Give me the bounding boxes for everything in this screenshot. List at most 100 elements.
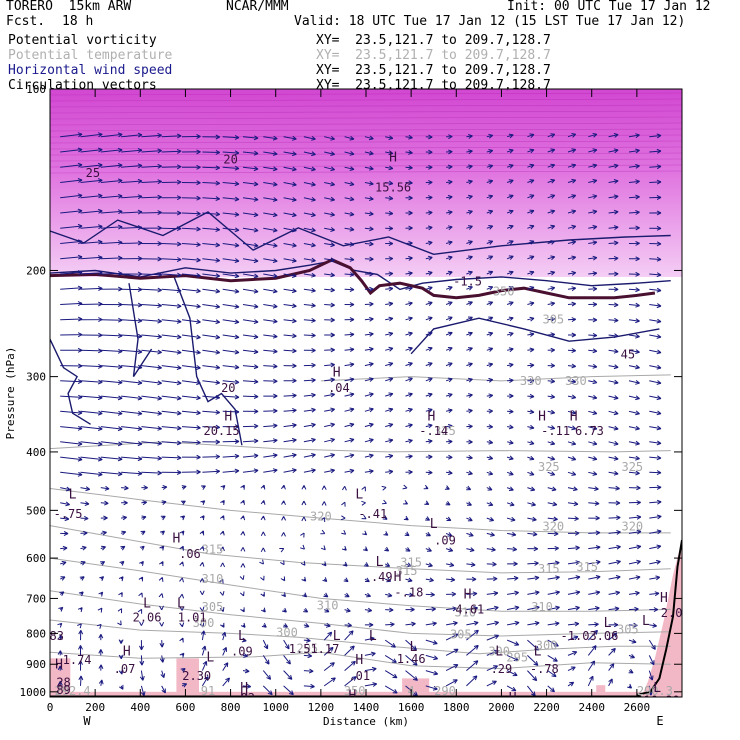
circulation-vector: [405, 670, 418, 681]
circulation-vector: [445, 377, 453, 383]
circulation-vector: [161, 226, 182, 232]
circulation-vector: [382, 499, 387, 505]
theta-contour-label: 300: [276, 626, 298, 640]
circulation-vector: [588, 240, 598, 246]
circulation-vector: [200, 500, 206, 505]
circulation-vector: [608, 255, 619, 261]
circulation-vector: [445, 516, 452, 521]
circulation-vector: [324, 287, 335, 293]
circulation-vector: [608, 179, 619, 184]
circulation-vector: [100, 530, 107, 536]
circulation-vector: [119, 684, 124, 690]
theta-contour-label: 300: [193, 616, 215, 630]
circulation-vector: [649, 559, 661, 565]
circulation-vector: [628, 302, 640, 308]
circulation-vector: [527, 486, 536, 492]
circulation-vector: [222, 349, 240, 355]
circulation-vector: [608, 485, 620, 491]
circulation-vector: [80, 561, 86, 566]
circulation-vector: [240, 563, 246, 568]
circulation-vector: [222, 468, 240, 474]
circulation-vector: [263, 273, 278, 279]
circulation-vector: [364, 682, 378, 687]
pv-contour: [50, 338, 91, 425]
circulation-vector: [141, 470, 162, 476]
circulation-vector: [364, 666, 377, 672]
jet-isotach: [50, 146, 682, 150]
circulation-vector: [263, 438, 278, 444]
jet-isotach: [50, 128, 682, 132]
circulation-vector: [121, 287, 143, 293]
circulation-vector: [486, 634, 500, 641]
circulation-vector: [547, 394, 556, 399]
circulation-vector: [340, 515, 346, 521]
circulation-vector: [405, 639, 417, 651]
circulation-vector: [100, 224, 123, 230]
circulation-vector: [141, 148, 162, 154]
circulation-vector: [527, 286, 535, 291]
circulation-vector: [608, 544, 621, 550]
circulation-vector: [324, 317, 335, 323]
circulation-vector: [405, 301, 413, 307]
circulation-vector: [527, 605, 540, 611]
circulation-vector: [283, 197, 297, 202]
circulation-vector: [121, 426, 143, 431]
circulation-vector: [588, 545, 601, 550]
circulation-vector: [141, 500, 148, 506]
circulation-vector: [60, 410, 83, 416]
circulation-vector: [240, 499, 245, 505]
circulation-vector: [220, 499, 225, 505]
circulation-vector: [567, 378, 577, 384]
circulation-vector: [608, 133, 619, 138]
circulation-vector: [486, 424, 494, 430]
pv-extremum-marker: L: [430, 517, 438, 532]
circulation-vector: [303, 637, 311, 643]
circulation-vector: [263, 348, 278, 354]
circulation-vector: [323, 662, 335, 671]
y-tick-label: 200: [26, 264, 46, 277]
circulation-vector: [507, 393, 514, 399]
circulation-vector: [628, 210, 640, 215]
circulation-vector: [158, 593, 164, 599]
circulation-vector: [486, 649, 499, 656]
circulation-vector: [121, 441, 143, 447]
circulation-vector: [547, 440, 556, 446]
circulation-vector: [77, 623, 82, 629]
circulation-vector: [181, 349, 201, 355]
circulation-vector: [202, 394, 221, 400]
circulation-vector: [608, 379, 619, 385]
circulation-vector: [507, 378, 514, 384]
circulation-vector: [202, 227, 221, 232]
circulation-vector: [161, 148, 182, 154]
pv-extremum-marker: L: [177, 597, 185, 612]
circulation-vector: [608, 647, 616, 656]
circulation-vector: [567, 194, 577, 199]
circulation-vector: [486, 516, 495, 522]
circulation-vector: [341, 529, 347, 535]
circulation-vector: [240, 531, 246, 536]
circulation-vector: [242, 288, 259, 294]
circulation-vector: [280, 560, 285, 566]
circulation-vector: [60, 223, 83, 229]
theta-contour-label: 315: [396, 564, 418, 578]
circulation-vector: [507, 590, 519, 596]
circulation-vector: [181, 334, 201, 340]
circulation-vector: [361, 486, 366, 492]
circulation-vector: [141, 364, 162, 370]
theta-contour-label: 325: [538, 460, 560, 474]
field-pv-name: Potential vorticity: [8, 33, 157, 48]
low-wind-fill: [596, 685, 606, 697]
circulation-vector: [364, 135, 374, 141]
circulation-vector: [324, 377, 335, 383]
circulation-vector: [588, 332, 598, 338]
circulation-vector: [260, 484, 266, 490]
circulation-vector: [222, 364, 240, 370]
circulation-vector: [344, 622, 352, 628]
circulation-vector: [608, 163, 619, 169]
circulation-vector: [567, 530, 580, 536]
circulation-vector: [385, 165, 394, 171]
circulation-vector: [486, 149, 494, 154]
circulation-vector: [260, 531, 266, 537]
circulation-vector: [80, 363, 103, 369]
circulation-vector: [281, 592, 286, 598]
